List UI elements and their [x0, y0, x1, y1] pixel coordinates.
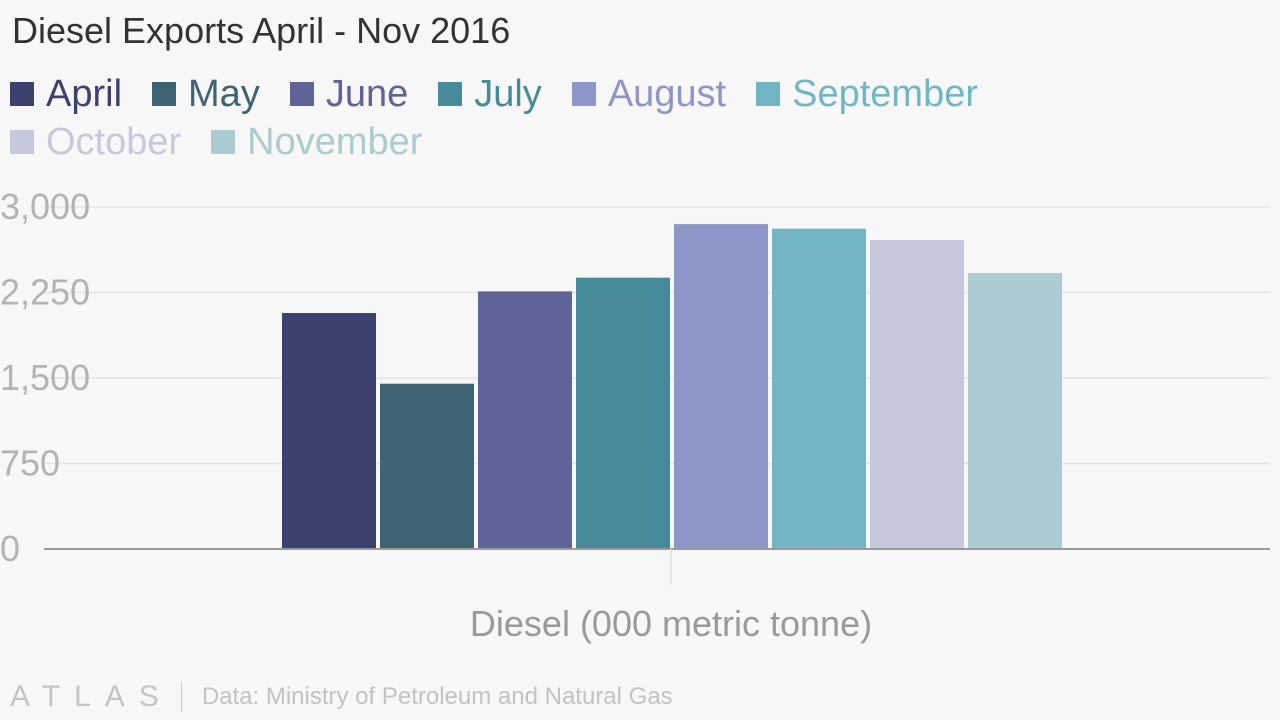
legend-label: September [792, 72, 979, 115]
legend-swatch [571, 82, 596, 106]
legend-label: November [247, 120, 423, 163]
y-tick-label: 750 [0, 443, 60, 484]
x-category-label: Diesel (000 metric tonne) [470, 603, 872, 644]
legend-swatch [152, 82, 177, 106]
bar [380, 383, 474, 549]
bar [968, 273, 1062, 549]
bar [772, 228, 866, 549]
footer: ATLAS Data: Ministry of Petroleum and Na… [10, 680, 673, 714]
bar [870, 240, 964, 549]
atlas-logo: ATLAS [10, 680, 173, 713]
legend-item: October [10, 120, 181, 164]
chart-legend: April May June July August September October No… [10, 72, 1110, 164]
legend-item: August [571, 72, 727, 116]
legend-swatch [438, 82, 463, 106]
legend-swatch [211, 130, 236, 154]
bar [674, 224, 768, 549]
legend-item: July [438, 72, 542, 116]
chart-title: Diesel Exports April - Nov 2016 [12, 10, 511, 51]
legend-item: September [756, 72, 978, 116]
legend-label: May [188, 72, 260, 115]
footer-divider [180, 682, 182, 712]
y-tick-label: 3,000 [0, 186, 90, 227]
legend-item: April [10, 72, 122, 116]
legend-item: June [289, 72, 409, 116]
legend-label: August [607, 72, 727, 115]
y-tick-label: 0 [0, 528, 20, 569]
legend-item: May [152, 72, 260, 116]
legend-label: June [325, 72, 409, 115]
y-tick-label: 2,250 [0, 272, 90, 313]
legend-label: July [474, 72, 542, 115]
legend-swatch [756, 82, 781, 106]
bar [478, 291, 572, 549]
y-tick-label: 1,500 [0, 357, 90, 398]
legend-swatch [10, 130, 34, 154]
legend-label: October [46, 120, 182, 163]
legend-swatch [289, 82, 314, 106]
legend-item: November [211, 120, 422, 164]
legend-swatch [10, 82, 34, 106]
bar [282, 313, 376, 549]
bar [576, 277, 670, 549]
legend-label: April [46, 72, 123, 115]
source-note: Data: Ministry of Petroleum and Natural … [201, 683, 673, 710]
